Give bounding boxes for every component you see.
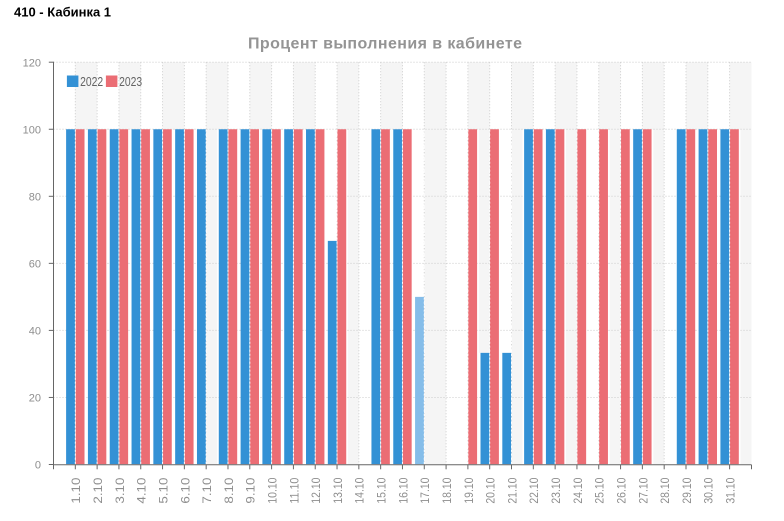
svg-text:40: 40 xyxy=(29,326,41,338)
svg-text:16.10: 16.10 xyxy=(398,478,410,504)
svg-text:60: 60 xyxy=(29,259,41,271)
svg-text:Процент выполнения в кабинете: Процент выполнения в кабинете xyxy=(248,36,522,53)
svg-text:22.10: 22.10 xyxy=(529,478,541,504)
svg-text:26.10: 26.10 xyxy=(616,478,628,504)
svg-text:2.10: 2.10 xyxy=(93,478,105,504)
svg-text:14.10: 14.10 xyxy=(355,478,367,504)
svg-text:15.10: 15.10 xyxy=(377,478,389,504)
svg-text:11.10: 11.10 xyxy=(289,478,301,504)
svg-text:17.10: 17.10 xyxy=(420,478,432,504)
svg-text:8.10: 8.10 xyxy=(224,478,236,504)
svg-text:24.10: 24.10 xyxy=(573,478,585,504)
svg-text:0: 0 xyxy=(35,460,41,472)
svg-text:30.10: 30.10 xyxy=(704,478,716,504)
svg-text:19.10: 19.10 xyxy=(464,478,476,504)
svg-text:100: 100 xyxy=(23,124,41,136)
svg-text:4.10: 4.10 xyxy=(137,478,149,504)
svg-text:6.10: 6.10 xyxy=(180,478,192,504)
svg-text:20: 20 xyxy=(29,393,41,405)
svg-text:20.10: 20.10 xyxy=(486,478,498,504)
svg-text:7.10: 7.10 xyxy=(202,478,214,504)
svg-text:27.10: 27.10 xyxy=(638,478,650,504)
svg-text:23.10: 23.10 xyxy=(551,478,563,504)
svg-text:25.10: 25.10 xyxy=(595,478,607,504)
svg-text:410 - Кабинка 1: 410 - Кабинка 1 xyxy=(14,5,111,20)
svg-text:10.10: 10.10 xyxy=(268,478,280,504)
svg-text:9.10: 9.10 xyxy=(246,478,258,504)
svg-text:80: 80 xyxy=(29,192,41,204)
svg-text:12.10: 12.10 xyxy=(311,478,323,504)
svg-text:2022: 2022 xyxy=(80,74,103,89)
svg-text:3.10: 3.10 xyxy=(115,478,127,504)
svg-text:28.10: 28.10 xyxy=(660,478,672,504)
svg-text:29.10: 29.10 xyxy=(682,478,694,504)
svg-text:21.10: 21.10 xyxy=(507,478,519,504)
svg-text:18.10: 18.10 xyxy=(442,478,454,504)
svg-text:31.10: 31.10 xyxy=(726,478,738,504)
svg-text:2023: 2023 xyxy=(119,74,142,89)
svg-text:5.10: 5.10 xyxy=(158,478,170,504)
svg-text:120: 120 xyxy=(23,57,41,69)
svg-text:1.10: 1.10 xyxy=(71,478,83,504)
svg-text:13.10: 13.10 xyxy=(333,478,345,504)
